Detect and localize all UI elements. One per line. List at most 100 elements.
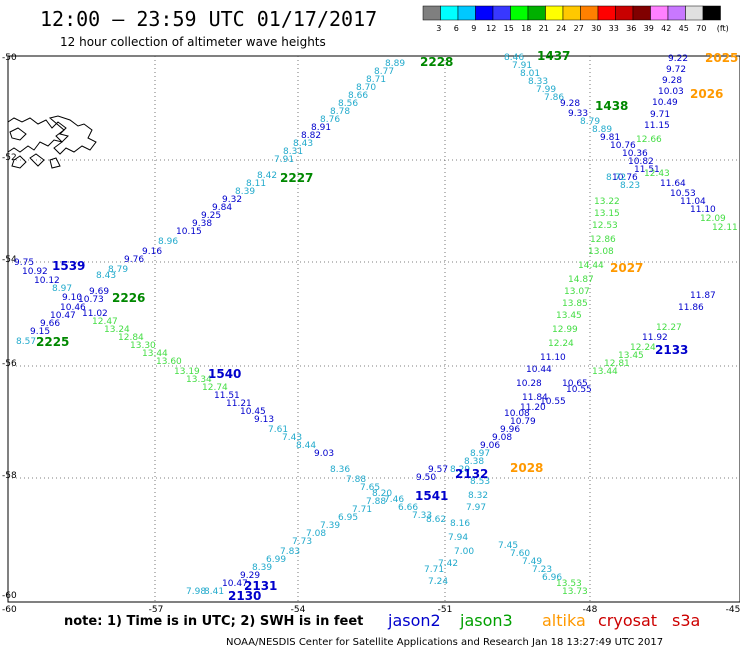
wave-height-value: 13.07 bbox=[564, 287, 590, 297]
wave-height-value: 13.30 bbox=[130, 341, 156, 351]
wave-height-value: 8.56 bbox=[338, 99, 358, 109]
wave-height-value: 9.06 bbox=[480, 441, 500, 451]
wave-height-value: 7.98 bbox=[186, 587, 206, 597]
wave-height-value: 9.96 bbox=[500, 425, 520, 435]
wave-height-value: 10.47 bbox=[50, 311, 76, 321]
longitude-label: -45 bbox=[726, 605, 740, 615]
wave-height-value: 8.36 bbox=[330, 465, 350, 475]
wave-height-value: 9.50 bbox=[416, 473, 436, 483]
legend-swatch bbox=[545, 5, 564, 21]
color-legend: 3 6 9 12 15 18 21 24 27 30 33 36 39 42 45 70 (ft) bbox=[422, 5, 729, 33]
wave-height-value: 8.31 bbox=[283, 147, 303, 157]
legend-swatch bbox=[615, 5, 634, 21]
satellite-legend: jason2 jason3 altika cryosat s3a bbox=[387, 611, 700, 630]
wave-height-value: 7.94 bbox=[448, 533, 468, 543]
wave-height-value: 9.28 bbox=[560, 99, 580, 109]
legend-label: 45 bbox=[679, 24, 689, 33]
wave-height-value: 8.76 bbox=[320, 115, 340, 125]
wave-height-value: 8.39 bbox=[235, 187, 255, 197]
wave-height-value: 13.53 bbox=[556, 579, 582, 589]
wave-height-value: 11.10 bbox=[540, 353, 566, 363]
wave-height-value: 13.44 bbox=[592, 367, 618, 377]
wave-height-value: 7.42 bbox=[438, 559, 458, 569]
wave-height-value: 10.49 bbox=[652, 98, 678, 108]
pass-label: 2130 bbox=[228, 589, 261, 603]
wave-height-value: 8.82 bbox=[301, 131, 321, 141]
wave-height-value: 9.84 bbox=[212, 203, 232, 213]
wave-height-value: 9.75 bbox=[14, 258, 34, 268]
wave-height-value: 9.03 bbox=[314, 449, 334, 459]
pass-label: 2226 bbox=[112, 291, 145, 305]
wave-height-value: 10.92 bbox=[22, 267, 48, 277]
pass-label: 2131 bbox=[244, 579, 277, 593]
wave-height-value: 7.00 bbox=[454, 547, 474, 557]
longitude-label: -54 bbox=[291, 605, 306, 615]
wave-height-value: 12.47 bbox=[92, 317, 118, 327]
legend-swatch bbox=[475, 5, 494, 21]
pass-label: 1541 bbox=[415, 489, 448, 503]
wave-height-value: 8.20 bbox=[372, 489, 392, 499]
wave-height-value: 7.08 bbox=[306, 529, 326, 539]
wave-height-value: 11.20 bbox=[520, 403, 546, 413]
wave-height-value: 10.55 bbox=[566, 385, 592, 395]
wave-height-value: 7.46 bbox=[384, 495, 404, 505]
wave-height-value: 9.69 bbox=[89, 287, 109, 297]
wave-height-value: 9.15 bbox=[30, 327, 50, 337]
legend-swatch bbox=[632, 5, 651, 21]
satellite-name: altika bbox=[542, 611, 586, 630]
wave-height-value: 10.82 bbox=[628, 157, 654, 167]
wave-height-value: 6.95 bbox=[338, 513, 358, 523]
legend-label: 18 bbox=[521, 24, 531, 33]
wave-height-value: 7.24 bbox=[428, 577, 448, 587]
wave-height-value: 12.66 bbox=[636, 135, 662, 145]
wave-height-value: 8.11 bbox=[246, 179, 266, 189]
wave-height-value: 12.24 bbox=[630, 343, 656, 353]
legend-swatch bbox=[702, 5, 721, 21]
wave-height-value: 8.16 bbox=[450, 519, 470, 529]
wave-height-value: 7.43 bbox=[282, 433, 302, 443]
latitude-label: -56 bbox=[2, 359, 17, 369]
wave-height-value: 9.08 bbox=[492, 433, 512, 443]
pass-labels: 2228 1437 2025 1438 2026 2227 1539 2226 2225 2027… bbox=[36, 49, 738, 603]
legend-label: 33 bbox=[609, 24, 619, 33]
wave-height-value: 10.03 bbox=[658, 87, 684, 97]
wave-height-value: 12.81 bbox=[604, 359, 630, 369]
legend-swatch bbox=[422, 5, 441, 21]
note-text: note: 1) Time is in UTC; 2) SWH is in fe… bbox=[64, 614, 363, 629]
pass-label: 2228 bbox=[420, 55, 453, 69]
wave-height-value: 8.42 bbox=[257, 171, 277, 181]
longitude-label: -51 bbox=[438, 605, 453, 615]
wave-height-value: 12.11 bbox=[712, 223, 738, 233]
legend-swatch bbox=[562, 5, 581, 21]
wave-height-value: 9.16 bbox=[142, 247, 162, 257]
wave-height-value: 13.45 bbox=[556, 311, 582, 321]
wave-height-value: 7.71 bbox=[352, 505, 372, 515]
wave-height-value: 13.34 bbox=[186, 375, 212, 385]
legend-label: 27 bbox=[574, 24, 584, 33]
wave-height-value: 9.81 bbox=[600, 133, 620, 143]
wave-height-value: 9.32 bbox=[222, 195, 242, 205]
wave-height-value: 12.84 bbox=[118, 333, 144, 343]
wave-height-value: 11.64 bbox=[660, 179, 686, 189]
pass-label: 2026 bbox=[690, 87, 723, 101]
wave-height-value: 13.44 bbox=[142, 349, 168, 359]
footer-credit: NOAA/NESDIS Center for Satellite Applica… bbox=[226, 637, 663, 648]
wave-height-value: 9.13 bbox=[254, 415, 274, 425]
legend-swatch bbox=[527, 5, 546, 21]
wave-height-value: 8.01 bbox=[520, 69, 540, 79]
legend-label: 21 bbox=[539, 24, 549, 33]
longitude-label: -48 bbox=[583, 605, 598, 615]
pass-label: 2025 bbox=[705, 51, 738, 65]
latitude-label: -60 bbox=[2, 591, 17, 601]
wave-height-value: 7.45 bbox=[498, 541, 518, 551]
legend-label: 6 bbox=[454, 24, 459, 33]
graticule bbox=[8, 56, 740, 602]
legend-swatch bbox=[440, 5, 459, 21]
wave-height-value: 8.39 bbox=[252, 563, 272, 573]
pass-label: 2227 bbox=[280, 171, 313, 185]
wave-height-value: 9.25 bbox=[201, 211, 221, 221]
pass-label: 2027 bbox=[610, 261, 643, 275]
wave-height-value: 9.22 bbox=[668, 54, 688, 64]
wave-height-value: 7.83 bbox=[280, 547, 300, 557]
legend-swatch bbox=[650, 5, 669, 21]
